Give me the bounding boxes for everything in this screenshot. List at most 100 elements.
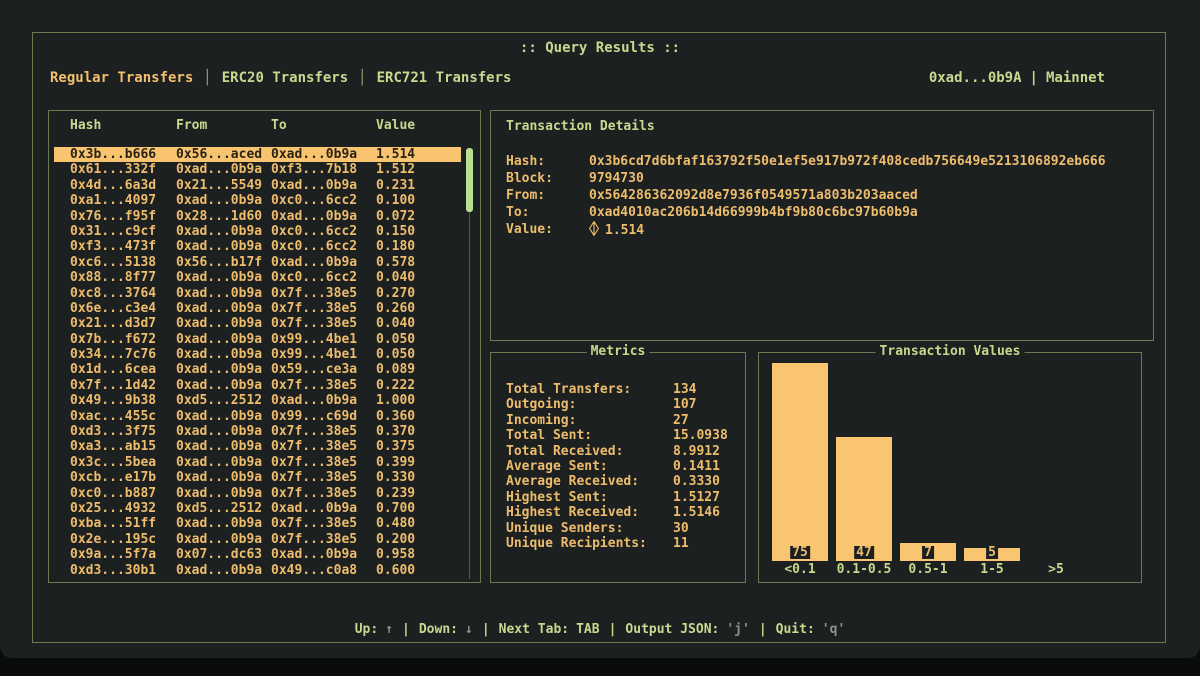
metric-value: 107 <box>673 397 697 413</box>
cell-hash: 0xa1...4097 <box>70 193 157 209</box>
chart-bar-slot <box>1024 361 1088 561</box>
table-row[interactable]: 0x31...c9cf 0xad...0b9a 0xc0...6cc2 0.150 <box>54 224 461 239</box>
detail-value: 0x564286362092d8e7936f0549571a803b203aac… <box>589 188 918 203</box>
table-row[interactable]: 0x49...9b38 0xd5...2512 0xad...0b9a 1.000 <box>54 393 461 408</box>
detail-label: Hash: <box>506 154 546 169</box>
cell-to: 0x99...c69d <box>271 408 358 424</box>
help-separator: | <box>608 622 617 637</box>
tab-regular-transfers[interactable]: Regular Transfers <box>50 70 194 86</box>
tab-erc20-transfers[interactable]: ERC20 Transfers <box>221 70 349 86</box>
detail-field: Value: 1.514 <box>506 221 1143 238</box>
table-row[interactable]: 0x9a...5f7a 0x07...dc63 0xad...0b9a 0.958 <box>54 547 461 562</box>
cell-value: 0.370 <box>376 424 416 440</box>
table-row[interactable]: 0xcb...e17b 0xad...0b9a 0x7f...38e5 0.330 <box>54 470 461 485</box>
table-row[interactable]: 0x88...8f77 0xad...0b9a 0xc0...6cc2 0.040 <box>54 270 461 285</box>
cell-hash: 0xa3...ab15 <box>70 439 157 455</box>
table-row[interactable]: 0xf3...473f 0xad...0b9a 0xc0...6cc2 0.180 <box>54 239 461 254</box>
cell-value: 0.050 <box>376 331 416 347</box>
table-row[interactable]: 0xba...51ff 0xad...0b9a 0x7f...38e5 0.480 <box>54 516 461 531</box>
help-label: Next Tab: <box>498 622 570 637</box>
cell-value: 0.040 <box>376 270 416 286</box>
page-title: :: Query Results :: <box>519 40 681 56</box>
keybinding-help-bar: Up: ↑ | Down: ↓ | Next Tab: TAB | Output JSON: 'j'… <box>0 622 1200 637</box>
table-row[interactable]: 0x7b...f672 0xad...0b9a 0x99...4be1 0.050 <box>54 332 461 347</box>
transaction-values-chart-panel: Transaction Values 75 47 7 5 <0.1 0.1-0.5 0.5… <box>758 344 1142 583</box>
cell-from: 0x21...5549 <box>176 177 263 193</box>
metric-value: 11 <box>673 535 689 551</box>
tab-erc721-transfers[interactable]: ERC721 Transfers <box>376 70 512 86</box>
cell-from: 0xad...0b9a <box>176 485 263 501</box>
table-scrollbar[interactable] <box>466 148 473 579</box>
cell-from: 0xad...0b9a <box>176 439 263 455</box>
cell-hash: 0x2e...195c <box>70 531 157 547</box>
cell-from: 0xad...0b9a <box>176 223 263 239</box>
table-row[interactable]: 0xc0...b887 0xad...0b9a 0x7f...38e5 0.239 <box>54 486 461 501</box>
metric-value: 0.3330 <box>673 474 720 490</box>
cell-to: 0x7f...38e5 <box>271 316 358 332</box>
table-row[interactable]: 0xd3...30b1 0xad...0b9a 0x49...c0a8 0.600 <box>54 563 461 578</box>
tab-separator: │ <box>358 70 367 86</box>
cell-to: 0x7f...38e5 <box>271 439 358 455</box>
transfers-table-panel: Hash From To Value 0x3b...b666 0x56...aced 0x… <box>48 110 481 583</box>
cell-value: 0.231 <box>376 177 416 193</box>
metric-label: Unique Senders: <box>506 520 624 536</box>
detail-label: From: <box>506 188 546 203</box>
cell-from: 0xad...0b9a <box>176 531 263 547</box>
table-row[interactable]: 0xa1...4097 0xad...0b9a 0xc0...6cc2 0.100 <box>54 193 461 208</box>
table-row[interactable]: 0x4d...6a3d 0x21...5549 0xad...0b9a 0.231 <box>54 178 461 193</box>
cell-hash: 0x34...7c76 <box>70 347 157 363</box>
table-row[interactable]: 0x25...4932 0xd5...2512 0xad...0b9a 0.700 <box>54 501 461 516</box>
detail-label: To: <box>506 205 530 220</box>
table-row[interactable]: 0x7f...1d42 0xad...0b9a 0x7f...38e5 0.222 <box>54 378 461 393</box>
metric-value: 0.1411 <box>673 458 720 474</box>
cell-value: 0.330 <box>376 470 416 486</box>
table-row[interactable]: 0x34...7c76 0xad...0b9a 0x99...4be1 0.050 <box>54 347 461 362</box>
bar-value-label: 7 <box>922 545 934 560</box>
cell-value: 1.514 <box>376 147 416 162</box>
table-row[interactable]: 0x76...f95f 0x28...1d60 0xad...0b9a 0.072 <box>54 209 461 224</box>
cell-value: 0.200 <box>376 531 416 547</box>
table-row[interactable]: 0x1d...6cea 0xad...0b9a 0x59...ce3a 0.089 <box>54 362 461 377</box>
cell-from: 0xad...0b9a <box>176 516 263 532</box>
bar <box>836 437 892 561</box>
table-row[interactable]: 0x3b...b666 0x56...aced 0xad...0b9a 1.514 <box>54 147 461 163</box>
table-row[interactable]: 0xc8...3764 0xad...0b9a 0x7f...38e5 0.270 <box>54 286 461 301</box>
metric-label: Average Sent: <box>506 458 608 474</box>
table-row[interactable]: 0x2e...195c 0xad...0b9a 0x7f...38e5 0.200 <box>54 532 461 547</box>
table-row[interactable]: 0xd3...3f75 0xad...0b9a 0x7f...38e5 0.370 <box>54 424 461 439</box>
cell-hash: 0x21...d3d7 <box>70 316 157 332</box>
cell-hash: 0x6e...c3e4 <box>70 300 157 316</box>
cell-from: 0x56...b17f <box>176 254 263 270</box>
cell-to: 0x7f...38e5 <box>271 454 358 470</box>
cell-value: 0.040 <box>376 316 416 332</box>
cell-to: 0xad...0b9a <box>271 147 358 162</box>
cell-value: 0.360 <box>376 408 416 424</box>
scrollbar-thumb[interactable] <box>466 148 473 212</box>
metrics-title: Metrics <box>586 344 650 359</box>
cell-from: 0xad...0b9a <box>176 347 263 363</box>
table-header-row: Hash From To Value <box>54 118 461 133</box>
cell-to: 0xad...0b9a <box>271 254 358 270</box>
table-row[interactable]: 0x61...332f 0xad...0b9a 0xf3...7b18 1.512 <box>54 162 461 177</box>
help-separator: | <box>402 622 410 637</box>
cell-to: 0x7f...38e5 <box>271 516 358 532</box>
cell-from: 0xad...0b9a <box>176 408 263 424</box>
account-separator: | <box>1029 70 1038 86</box>
chart-category-labels: <0.1 0.1-0.5 0.5-1 1-5 >5 <box>768 562 1088 577</box>
metric-value: 15.0938 <box>673 428 728 444</box>
terminal-window: :: Query Results :: Regular Transfers │ ER… <box>0 0 1200 658</box>
cell-hash: 0xcb...e17b <box>70 470 157 486</box>
cell-value: 0.150 <box>376 223 416 239</box>
table-row[interactable]: 0x3c...5bea 0xad...0b9a 0x7f...38e5 0.399 <box>54 455 461 470</box>
cell-value: 0.480 <box>376 516 416 532</box>
cell-to: 0x7f...38e5 <box>271 470 358 486</box>
column-header-hash: Hash <box>70 118 102 133</box>
table-row[interactable]: 0xa3...ab15 0xad...0b9a 0x7f...38e5 0.375 <box>54 439 461 454</box>
table-row[interactable]: 0x6e...c3e4 0xad...0b9a 0x7f...38e5 0.260 <box>54 301 461 316</box>
table-row[interactable]: 0xac...455c 0xad...0b9a 0x99...c69d 0.360 <box>54 409 461 424</box>
detail-field: Hash: 0x3b6cd7d6bfaf163792f50e1ef5e917b97… <box>506 153 1143 170</box>
table-row[interactable]: 0x21...d3d7 0xad...0b9a 0x7f...38e5 0.040 <box>54 316 461 331</box>
table-row[interactable]: 0xc6...5138 0x56...b17f 0xad...0b9a 0.578 <box>54 255 461 270</box>
column-header-value: Value <box>376 118 416 133</box>
metric-item: Average Received: 0.3330 <box>506 474 737 489</box>
